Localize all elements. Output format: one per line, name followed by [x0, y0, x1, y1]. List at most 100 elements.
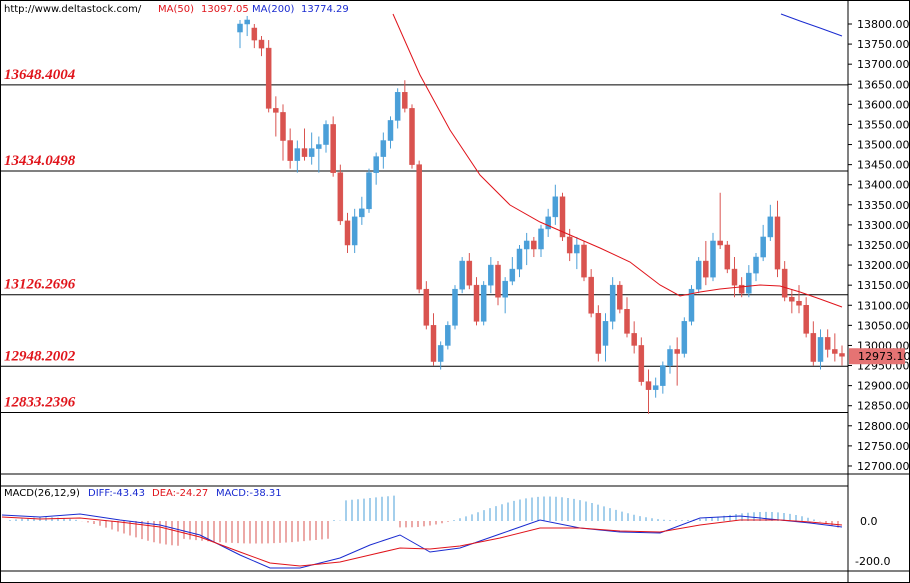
candle-body: [459, 260, 465, 290]
candle-body: [452, 288, 458, 326]
macd-diff-line: [1, 513, 843, 569]
candle-body: [437, 345, 444, 362]
candle-body: [538, 228, 544, 250]
price-tick-label: 13600.00: [857, 98, 910, 111]
candle-body: [602, 321, 609, 346]
candle-body: [746, 272, 752, 294]
candle-body: [617, 284, 623, 310]
candle-body: [552, 196, 559, 218]
ma50-value: 13097.05: [201, 4, 249, 15]
candle-body: [316, 144, 322, 149]
candle-body: [731, 268, 738, 286]
candle-body: [445, 325, 451, 346]
last-price-label: 12973.10: [858, 350, 910, 363]
candle-body: [265, 47, 272, 109]
candle-body: [402, 92, 408, 109]
candle-body: [789, 296, 795, 302]
ma50-label: MA(50): [158, 4, 194, 15]
macd-dea-label: DEA:-24.27: [152, 488, 208, 499]
candle-body: [373, 156, 379, 173]
candle-body: [839, 353, 845, 357]
macd-dea-line: [1, 516, 843, 567]
candle-body: [717, 240, 723, 246]
price-tick-label: 13650.00: [857, 78, 910, 91]
price-tick-label: 12850.00: [857, 400, 910, 413]
price-tick-label: 13800.00: [857, 18, 910, 31]
candle-body: [781, 268, 788, 298]
candle-body: [237, 23, 243, 33]
macd-title: MACD(26,12,9): [4, 488, 80, 499]
ma200-line: [780, 13, 843, 37]
candle-body: [810, 333, 817, 362]
price-tick-label: 13400.00: [857, 179, 910, 192]
candle-body: [624, 309, 630, 334]
candle-body: [767, 216, 774, 238]
candle-body: [430, 325, 437, 362]
price-tick-label: 12900.00: [857, 380, 910, 393]
candle-body: [251, 27, 258, 41]
candle-body: [688, 288, 695, 322]
price-tick-label: 12800.00: [857, 420, 910, 433]
level-label: 12948.2002: [4, 348, 76, 364]
candle-body: [502, 280, 508, 298]
macd-diff-label: DIFF:-43.43: [88, 488, 145, 499]
candle-body: [660, 365, 666, 386]
candle-body: [294, 148, 301, 161]
candle-body: [710, 240, 716, 278]
candle-body: [380, 140, 387, 157]
candle-body: [760, 236, 766, 258]
candle-body: [803, 305, 809, 334]
candle-body: [796, 300, 802, 306]
candle-body: [509, 268, 516, 282]
candle-body: [574, 244, 580, 254]
candle-body: [581, 244, 587, 278]
macd-tick-label: 0.0: [860, 515, 878, 528]
candle-body: [409, 108, 415, 165]
price-tick-label: 12750.00: [857, 440, 910, 453]
candle-body: [301, 148, 308, 157]
candle-body: [258, 39, 265, 49]
candle-body: [566, 236, 573, 254]
candle-body: [638, 345, 645, 382]
price-tick-label: 13550.00: [857, 118, 910, 131]
ma200-label: MA(200): [252, 4, 294, 15]
candle-body: [287, 140, 293, 161]
ma50-line: [392, 13, 843, 308]
candle-body: [387, 120, 394, 141]
candle-body: [724, 244, 731, 270]
candle-body: [595, 313, 602, 354]
level-label: 12833.2396: [4, 394, 76, 410]
candle-body: [681, 321, 688, 354]
candle-body: [473, 284, 480, 322]
candle-body: [480, 284, 487, 322]
price-tick-label: 12700.00: [857, 460, 910, 473]
candle-body: [817, 337, 824, 362]
candle-body: [516, 248, 523, 270]
candle-body: [330, 124, 336, 173]
candle-body: [695, 260, 702, 290]
ma200-value: 13774.29: [301, 4, 349, 15]
candle-body: [394, 92, 401, 121]
price-tick-label: 13350.00: [857, 199, 910, 212]
candle-body: [244, 19, 250, 25]
candle-body: [559, 196, 566, 238]
candle-body: [344, 220, 351, 246]
candle-body: [631, 333, 637, 346]
candle-body: [531, 240, 537, 250]
level-label: 13648.4004: [4, 67, 76, 83]
price-tick-label: 13250.00: [857, 239, 910, 252]
candle-body: [588, 276, 594, 314]
price-tick-label: 13050.00: [857, 319, 910, 332]
price-tick-label: 13450.00: [857, 159, 910, 172]
candle-body: [667, 349, 673, 366]
price-tick-label: 13100.00: [857, 299, 910, 312]
candle-body: [832, 349, 838, 354]
candle-body: [645, 381, 652, 390]
candle-body: [495, 264, 501, 298]
candle-body: [273, 108, 279, 113]
url-label: http://www.deltastock.com/: [4, 4, 142, 15]
price-tick-label: 13500.00: [857, 139, 910, 152]
candle-body: [774, 216, 781, 270]
price-tick-label: 13750.00: [857, 38, 910, 51]
price-tick-label: 13200.00: [857, 259, 910, 272]
